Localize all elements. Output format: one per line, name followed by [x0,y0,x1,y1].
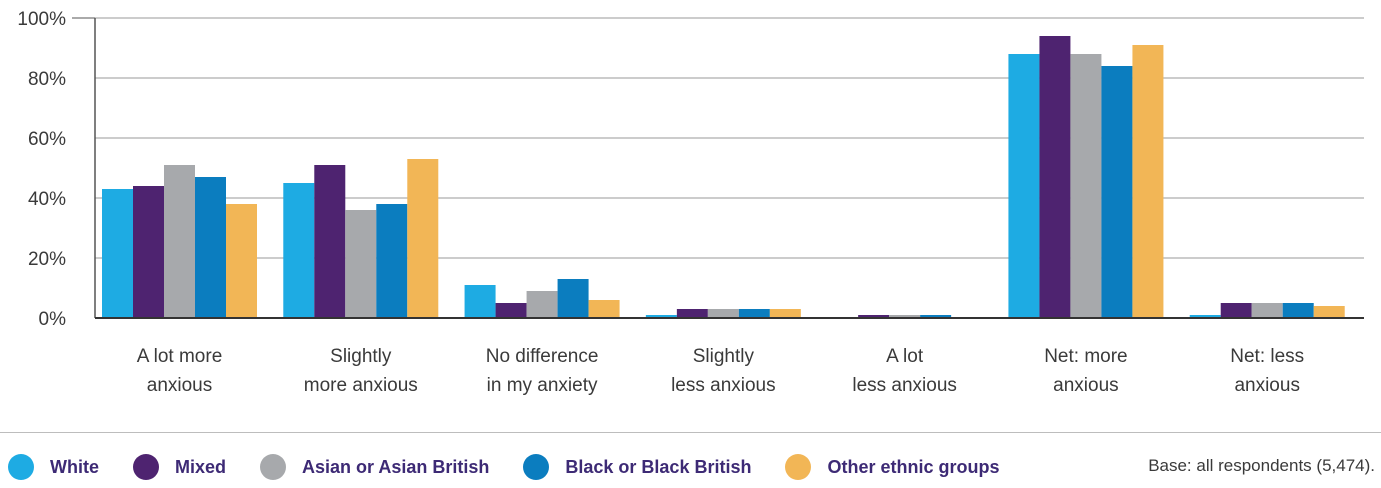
x-axis-labels: A lot more anxious Slightly more anxious No … [137,346,1304,396]
bar [1039,36,1071,318]
bar [1070,54,1102,318]
legend-swatch-asian [260,454,287,480]
bar [1189,315,1221,318]
legend-swatch-black [523,454,550,480]
y-axis-ticks: 0% 20% 40% 60% 80% 100% [17,9,66,330]
legend-item-black: Black or Black British [523,454,751,480]
y-tick-label: 100% [17,9,66,30]
bar [1101,66,1133,318]
bar [376,204,408,318]
x-category-label: Slightly less anxious [671,346,776,396]
bar [495,303,527,318]
bar-chart: 0% 20% 40% 60% 80% 100% A lot more anxious Slig… [17,9,1364,396]
legend: White Mixed Asian or Asian British Black… [8,454,1033,480]
bar [1313,306,1345,318]
y-tick-label: 60% [28,129,66,150]
legend-item-asian: Asian or Asian British [260,454,489,480]
bar [1220,303,1252,318]
legend-swatch-white [8,454,34,480]
x-category-label: Slightly more anxious [304,346,418,396]
legend-item-mixed: Mixed [133,454,226,480]
y-tick-label: 20% [28,249,66,270]
bar [1282,303,1314,318]
bar [707,309,739,318]
x-category-label: Net: more anxious [1044,346,1127,396]
bar [588,300,620,318]
bar [738,309,770,318]
legend-label-asian: Asian or Asian British [302,456,490,477]
bar [283,183,315,318]
legend-label-other: Other ethnic groups [827,456,1000,477]
bar [676,309,708,318]
bar [407,159,439,318]
bar [557,279,589,318]
bar [164,165,195,318]
x-category-label: Net: less anxious [1230,346,1304,396]
x-category-label: A lot more anxious [137,346,223,396]
bar [464,285,496,318]
bar [1251,303,1283,318]
legend-swatch-other [785,454,812,480]
legend-item-other: Other ethnic groups [785,454,999,480]
bar [314,165,346,318]
bar [1008,54,1040,318]
bar [345,210,377,318]
bar [526,291,558,318]
legend-divider [0,432,1381,433]
axes [72,17,1364,319]
bar [102,189,133,318]
x-category-label: A lot less anxious [852,346,957,396]
legend-label-mixed: Mixed [175,456,227,477]
legend-swatch-mixed [133,454,159,480]
bar [920,315,952,318]
legend-label-black: Black or Black British [565,456,752,477]
bar [133,186,164,318]
legend-item-white: White [8,454,99,480]
y-tick-label: 0% [39,309,67,330]
bar [858,315,890,318]
bar [645,315,677,318]
bar [226,204,257,318]
legend-label-white: White [50,456,99,477]
base-footnote: Base: all respondents (5,474). [1148,456,1375,475]
bar [769,309,801,318]
bars [102,36,1345,318]
y-tick-label: 40% [28,189,66,210]
y-tick-label: 80% [28,69,66,90]
bar [889,315,921,318]
bar [1132,45,1164,318]
x-category-label: No difference in my anxiety [486,346,599,396]
bar [195,177,226,318]
